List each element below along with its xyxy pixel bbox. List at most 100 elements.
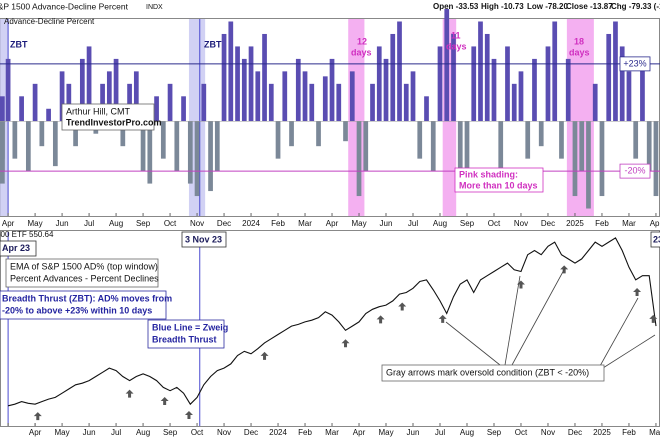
bar (133, 71, 139, 122)
bar (613, 21, 618, 122)
reference-label-box (619, 56, 651, 72)
quote-item: Close -13.87 (566, 2, 613, 11)
bar (255, 71, 261, 122)
annotation: Gray arrows mark oversold condition (ZBT… (386, 367, 589, 377)
bar (79, 58, 85, 122)
bar (511, 83, 517, 122)
bar (127, 83, 132, 122)
x-tick-label: Oct (191, 428, 204, 437)
pointer-line (602, 334, 656, 369)
bar (532, 58, 537, 122)
bar (181, 96, 186, 122)
bar (140, 121, 146, 172)
annotation: More than 10 days (459, 180, 538, 190)
annotation: 12 (357, 36, 367, 46)
x-tick-label: May (55, 428, 70, 437)
bar (309, 83, 315, 122)
bar (525, 121, 531, 159)
oversold-arrow (260, 351, 269, 360)
x-tick-label: May (378, 428, 393, 437)
pointer-line (445, 321, 501, 366)
chart-title: S&P 1500 Advance-Decline Percent (0, 1, 129, 11)
bar (565, 58, 571, 122)
x-tick-label: Oct (515, 428, 528, 437)
x-tick-label: Jun (380, 219, 393, 228)
bar (640, 58, 645, 122)
bar (572, 121, 578, 197)
bar (113, 58, 119, 122)
quote-item: Low -78.20 (527, 2, 568, 11)
bar (403, 83, 409, 122)
x-tick-label: Feb (622, 428, 636, 437)
x-tick-label: Mar (649, 428, 660, 437)
oversold-arrow (633, 288, 642, 297)
x-tick-label: Nov (514, 219, 528, 228)
bar (444, 9, 450, 122)
pointer-line (511, 267, 566, 366)
oversold-arrow (341, 339, 350, 348)
bar (194, 121, 200, 197)
x-tick-label: Apr (650, 219, 660, 228)
bar (275, 121, 281, 159)
bar (619, 46, 625, 122)
annotation: 18 (574, 36, 584, 46)
x-tick-label: Feb (298, 428, 312, 437)
note-box (650, 231, 660, 248)
bar (498, 121, 504, 172)
bar (208, 121, 213, 192)
pointer-line (504, 275, 521, 366)
annotation: Arthur Hill, CMT (66, 106, 131, 116)
x-tick-label: 2024 (242, 219, 260, 228)
bar (545, 46, 551, 122)
x-tick-label: Dec (541, 219, 555, 228)
bar (606, 33, 612, 122)
bar (370, 83, 375, 122)
x-tick-label: Jun (407, 428, 420, 437)
bar (201, 83, 207, 122)
bar (464, 121, 470, 184)
bar (241, 58, 247, 122)
pointer-line (599, 297, 639, 367)
x-tick-label: 2025 (593, 428, 611, 437)
bar (248, 46, 254, 122)
bar (336, 83, 342, 122)
bar (0, 121, 5, 159)
bar (187, 121, 193, 184)
bar (491, 58, 497, 122)
bar (174, 121, 180, 172)
oversold-arrow (376, 315, 385, 324)
x-tick-label: Sep (460, 219, 475, 228)
x-tick-label: 2024 (269, 428, 287, 437)
shaded-region (188, 19, 206, 216)
x-tick-label: Dec (568, 428, 582, 437)
bar (471, 46, 477, 122)
bar (228, 21, 234, 122)
x-tick-label: Oct (488, 219, 501, 228)
x-tick-label: Nov (541, 428, 555, 437)
x-tick-label: Sep (487, 428, 502, 437)
annotation: -20% to above +23% within 10 days (2, 305, 152, 315)
x-tick-label: Mar (622, 219, 636, 228)
annotation: Breadth Thrust (ZBT): AD% moves from (2, 293, 172, 303)
bar (295, 58, 301, 122)
bar (538, 121, 544, 147)
bar (424, 96, 429, 122)
annotation: TrendInvestorPro.com (66, 117, 162, 127)
annotation: Percent Advances - Percent Declines (10, 273, 159, 283)
x-tick-label: Jun (56, 219, 69, 228)
reference-label: -20% (624, 165, 645, 175)
x-tick-label: 2025 (566, 219, 584, 228)
bar (73, 121, 78, 147)
pink-note-box (454, 167, 544, 193)
bar (25, 121, 31, 172)
bar (322, 76, 328, 122)
bar (653, 121, 659, 197)
x-tick-label: Jul (111, 428, 121, 437)
quote-item: High -10.73 (481, 2, 524, 11)
oversold-arrow (33, 412, 42, 421)
x-tick-label: Mar (325, 428, 339, 437)
bar (633, 121, 639, 159)
bar (430, 121, 436, 172)
annotation: 11 (451, 30, 461, 40)
